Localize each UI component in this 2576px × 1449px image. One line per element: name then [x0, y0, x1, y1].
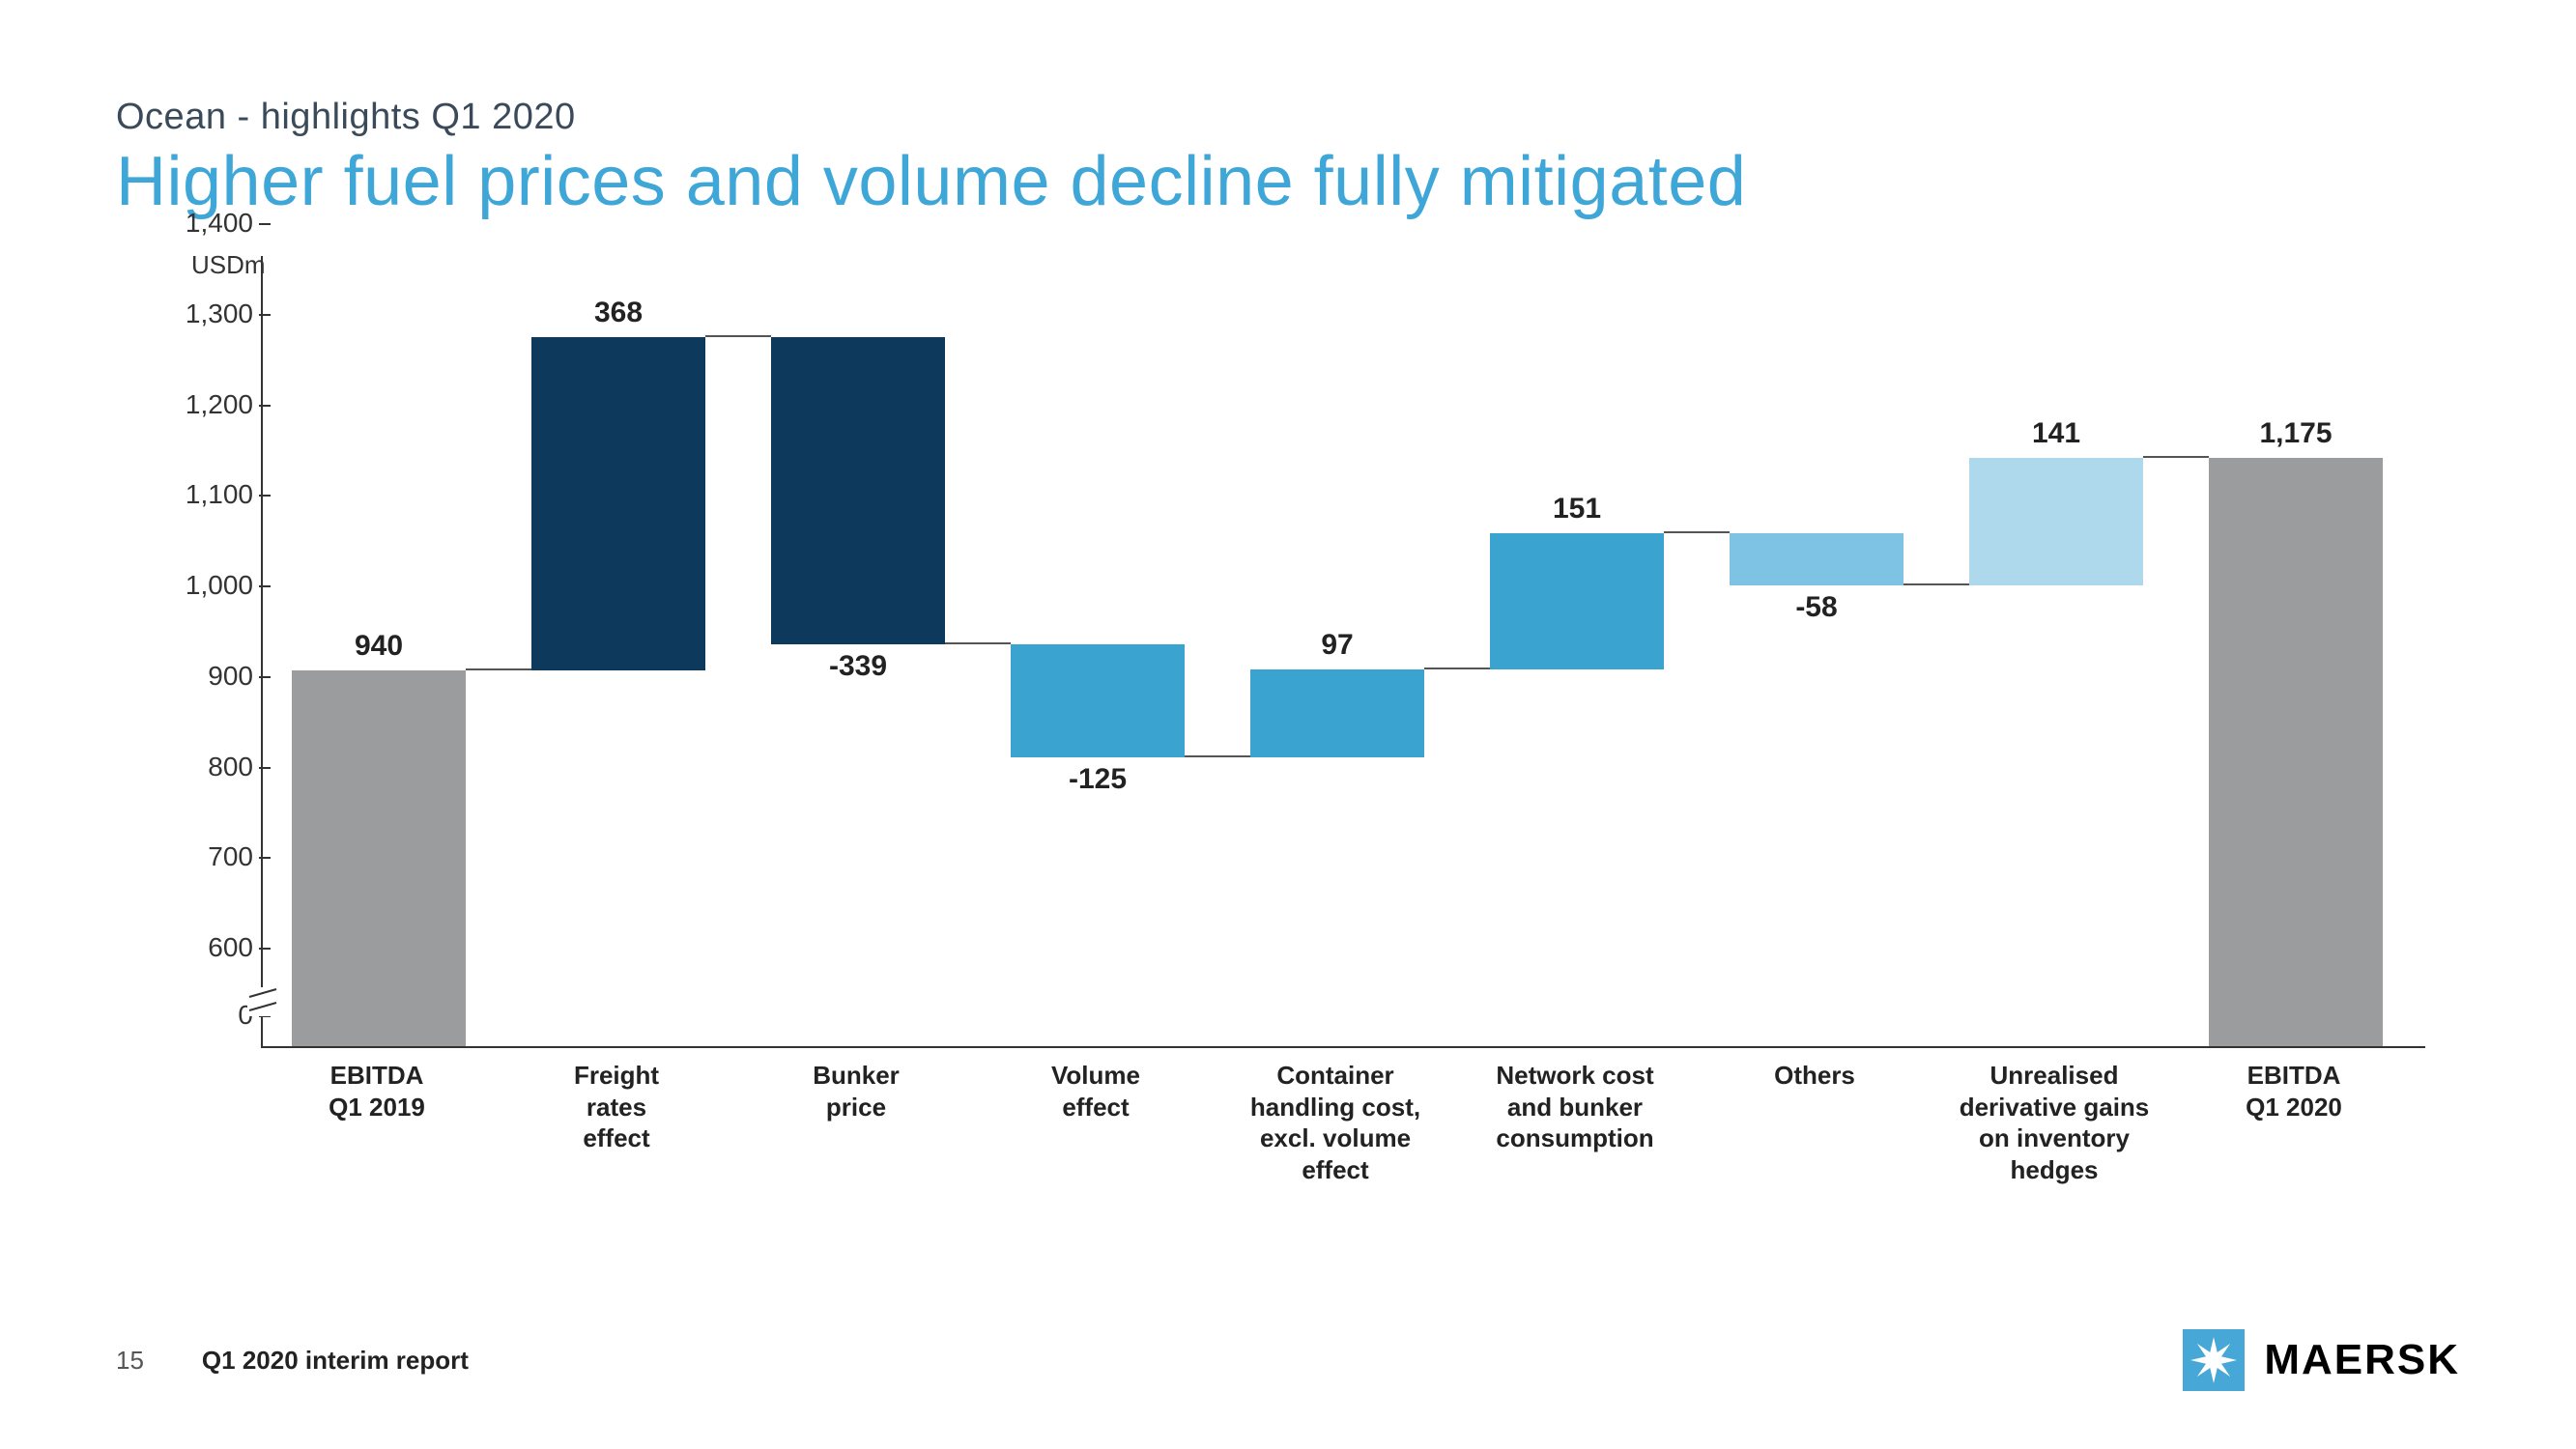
x-label: Freightrateseffect: [501, 1060, 732, 1154]
slide-title: Higher fuel prices and volume decline fu…: [116, 142, 2460, 221]
bar-value: 151: [1490, 493, 1664, 526]
waterfall-chart: USDm 6007008009001,0001,1001,2001,3001,4…: [135, 256, 2460, 1048]
y-tick: 700: [157, 841, 253, 872]
y-tick: 1,400: [157, 208, 253, 239]
bar-value: -339: [771, 650, 945, 683]
x-label: Bunkerprice: [740, 1060, 972, 1122]
x-label: Volumeeffect: [980, 1060, 1212, 1122]
waterfall-bar: [1250, 669, 1424, 757]
x-label: Network costand bunkerconsumption: [1459, 1060, 1691, 1154]
report-label: Q1 2020 interim report: [202, 1346, 469, 1376]
x-label: Containerhandling cost,excl. volumeeffec…: [1219, 1060, 1451, 1185]
slide-subtitle: Ocean - highlights Q1 2020: [116, 97, 2460, 138]
axis-break-icon: [247, 987, 278, 1016]
bar-value: 97: [1250, 629, 1424, 662]
connector-line: [2143, 456, 2209, 458]
waterfall-bar: [1490, 533, 1664, 670]
y-tick: 800: [157, 752, 253, 782]
bar-value: -125: [1011, 763, 1185, 796]
waterfall-bar: [1011, 644, 1185, 757]
connector-line: [945, 642, 1011, 644]
x-label: EBITDAQ1 2019: [261, 1060, 493, 1122]
waterfall-bar: [1730, 533, 1903, 585]
waterfall-bar: [1969, 458, 2143, 585]
y-tick: 900: [157, 661, 253, 692]
y-tick: 1,000: [157, 570, 253, 601]
slide-footer: 15 Q1 2020 interim report: [116, 1329, 2460, 1391]
connector-line: [466, 668, 531, 670]
waterfall-bar: [531, 337, 705, 670]
brand-name: MAERSK: [2264, 1336, 2460, 1384]
bar-value: 940: [292, 630, 466, 663]
waterfall-bar: [292, 670, 466, 1046]
y-axis-unit: USDm: [191, 250, 266, 280]
connector-line: [1664, 531, 1730, 533]
y-tick: 1,100: [157, 479, 253, 510]
connector-line: [1185, 755, 1250, 757]
bar-value: 141: [1969, 417, 2143, 450]
brand-logo: MAERSK: [2183, 1329, 2460, 1391]
waterfall-bar: [2209, 458, 2383, 1046]
x-label: EBITDAQ1 2020: [2178, 1060, 2410, 1122]
y-tick: 1,200: [157, 389, 253, 420]
x-label: Unrealisedderivative gainson inventoryhe…: [1938, 1060, 2170, 1185]
y-tick-zero: 0: [157, 1000, 253, 1031]
y-tick: 1,300: [157, 298, 253, 329]
bar-value: -58: [1730, 591, 1903, 624]
x-label: Others: [1699, 1060, 1931, 1092]
waterfall-bar: [771, 337, 945, 644]
maersk-star-icon: [2183, 1329, 2245, 1391]
connector-line: [705, 335, 771, 337]
page-number: 15: [116, 1346, 144, 1376]
plot-area: 6007008009001,0001,1001,2001,3001,400094…: [261, 256, 2425, 1048]
bar-value: 368: [531, 297, 705, 329]
bar-value: 1,175: [2209, 417, 2383, 450]
y-tick: 600: [157, 932, 253, 963]
connector-line: [1424, 668, 1490, 669]
connector-line: [1903, 583, 1969, 585]
